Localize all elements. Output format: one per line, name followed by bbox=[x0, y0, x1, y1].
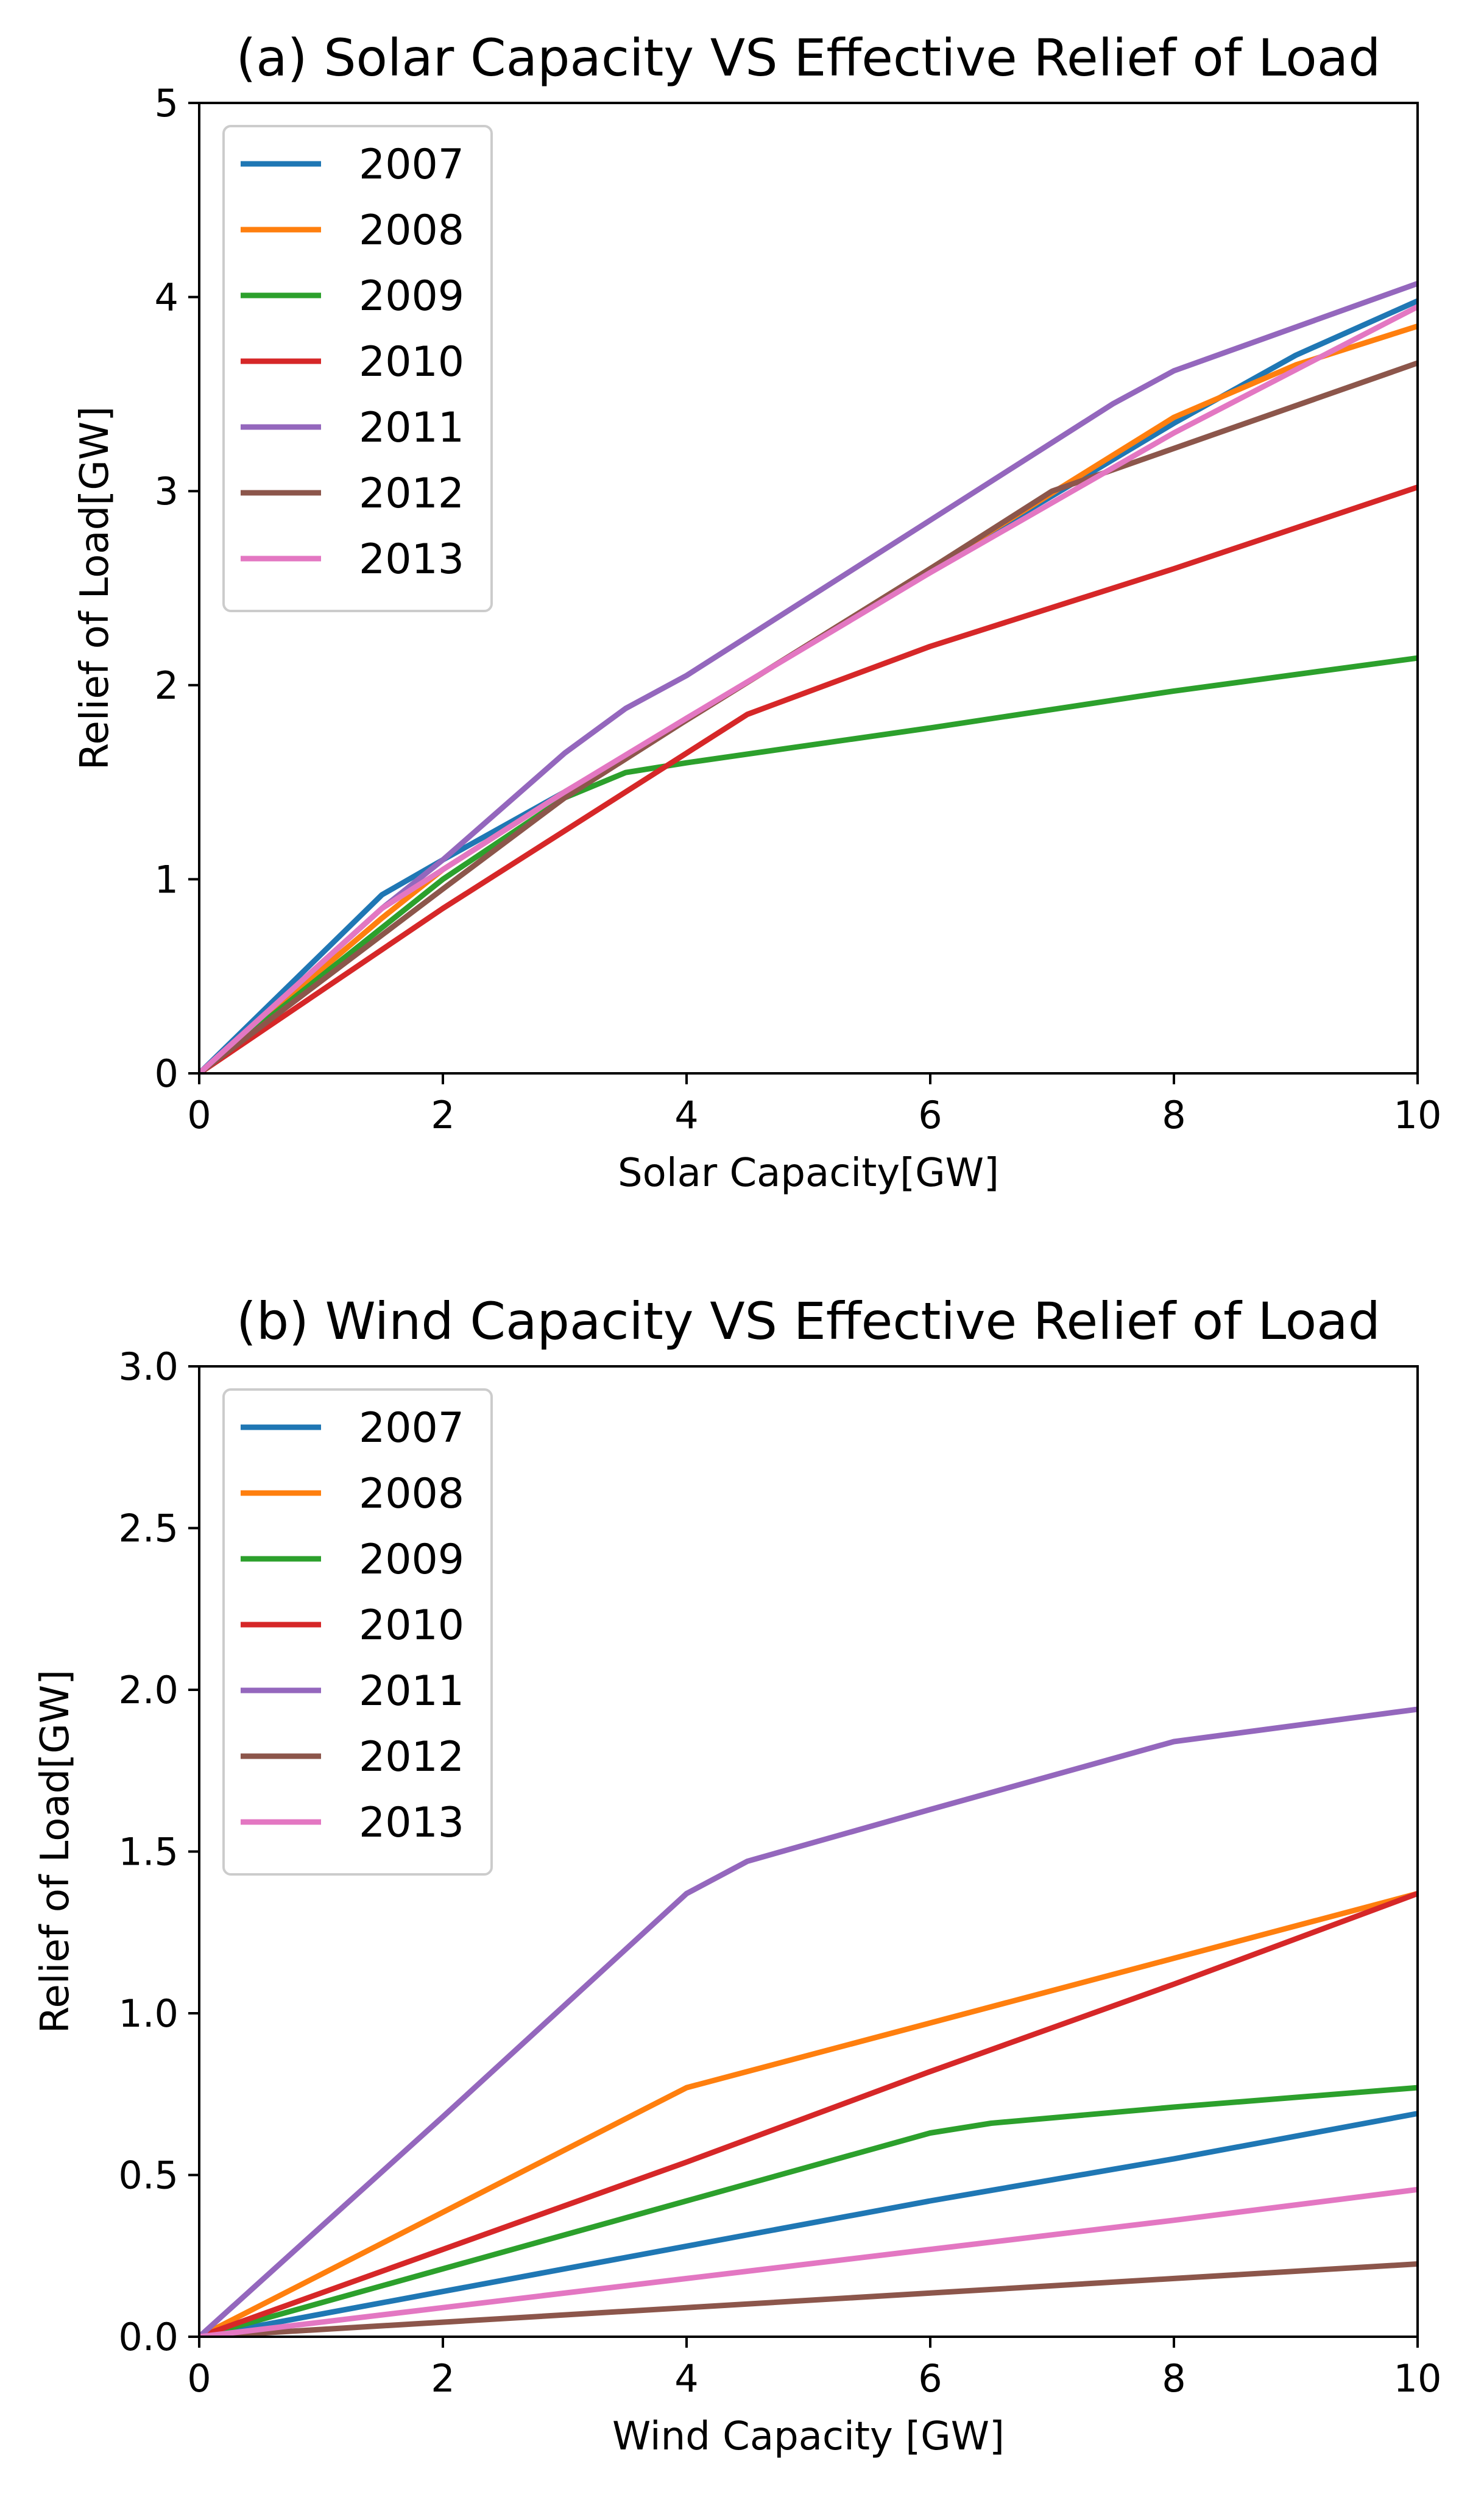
legend-item-2008: 2008 bbox=[241, 1470, 464, 1518]
x-tick-label: 4 bbox=[674, 2356, 698, 2401]
x-tick-label: 6 bbox=[918, 2356, 942, 2401]
y-tick-label: 1 bbox=[155, 857, 178, 902]
legend-label: 2010 bbox=[359, 338, 464, 386]
legend-label: 2012 bbox=[359, 470, 464, 518]
legend-item-2012: 2012 bbox=[241, 470, 464, 518]
series-line-2013 bbox=[199, 304, 1418, 1073]
legend-label: 2011 bbox=[359, 404, 464, 452]
legend-label: 2008 bbox=[359, 1470, 464, 1518]
legend-box bbox=[222, 1388, 493, 1876]
legend-item-2009: 2009 bbox=[241, 1536, 464, 1584]
series-line-2009 bbox=[199, 2085, 1418, 2337]
panel-solar: 0 2 4 6 8 10 0 1 2 3 4 5 (a) Solar Capacity VS Effec… bbox=[72, 28, 1441, 1196]
x-tick-label: 10 bbox=[1394, 1093, 1442, 1137]
legend-label: 2011 bbox=[359, 1667, 464, 1715]
legend-label: 2013 bbox=[359, 535, 464, 584]
legend-item-2008: 2008 bbox=[241, 207, 464, 255]
chart-title: (b) Wind Capacity VS Effective Relief of… bbox=[236, 1291, 1380, 1351]
legend-box bbox=[222, 125, 493, 612]
y-tick-label: 0.5 bbox=[118, 2153, 178, 2198]
legend-item-2011: 2011 bbox=[241, 1667, 464, 1715]
x-tick-label: 2 bbox=[431, 2356, 454, 2401]
y-tick-label: 1.5 bbox=[118, 1830, 178, 1874]
series-line-2010 bbox=[199, 1891, 1418, 2337]
legend-label: 2010 bbox=[359, 1601, 464, 1650]
legend-label: 2009 bbox=[359, 272, 464, 320]
series-line-2007 bbox=[199, 2111, 1418, 2337]
y-tick-label: 0.0 bbox=[118, 2315, 178, 2359]
legend-label: 2008 bbox=[359, 207, 464, 255]
y-tick-label: 3 bbox=[155, 469, 178, 514]
y-tick-label: 2 bbox=[155, 663, 178, 708]
series-line-2013 bbox=[199, 2186, 1418, 2337]
y-tick-label: 2.0 bbox=[118, 1668, 178, 1712]
legend-label: 2009 bbox=[359, 1536, 464, 1584]
legend: 2007 2008 2009 2010 2011 2012 2013 bbox=[222, 125, 493, 612]
y-axis-label: Relief of Load[GW] bbox=[33, 1670, 78, 2033]
x-tick-label: 4 bbox=[674, 1093, 698, 1137]
x-axis-label: Wind Capacity [GW] bbox=[612, 2414, 1005, 2459]
y-tick-label: 1.0 bbox=[118, 1991, 178, 2036]
legend: 2007 2008 2009 2010 2011 2012 2013 bbox=[222, 1388, 493, 1876]
legend-label: 2007 bbox=[359, 1404, 464, 1452]
x-tick-label: 0 bbox=[187, 2356, 211, 2401]
series-line-2009 bbox=[199, 655, 1418, 1073]
series-line-2010 bbox=[199, 484, 1418, 1073]
x-axis-label: Solar Capacity[GW] bbox=[618, 1151, 999, 1196]
y-axis-label: Relief of Load[GW] bbox=[72, 406, 118, 770]
chart-title: (a) Solar Capacity VS Effective Relief o… bbox=[236, 28, 1380, 88]
y-tick-label: 5 bbox=[155, 81, 178, 125]
legend-label: 2013 bbox=[359, 1799, 464, 1847]
legend-label: 2012 bbox=[359, 1733, 464, 1781]
legend-item-2013: 2013 bbox=[241, 1799, 464, 1847]
x-tick-label: 8 bbox=[1162, 1093, 1185, 1137]
legend-item-2012: 2012 bbox=[241, 1733, 464, 1781]
series-line-2011 bbox=[199, 1706, 1418, 2337]
legend-item-2009: 2009 bbox=[241, 272, 464, 320]
x-tick-label: 6 bbox=[918, 1093, 942, 1137]
series-line-2011 bbox=[199, 281, 1418, 1073]
legend-label: 2007 bbox=[359, 141, 464, 189]
series-line-2012 bbox=[199, 2261, 1418, 2337]
series-lines bbox=[199, 1706, 1418, 2337]
series-line-2008 bbox=[199, 1891, 1418, 2337]
legend-item-2010: 2010 bbox=[241, 338, 464, 386]
y-tick-label: 4 bbox=[155, 275, 178, 320]
panel-wind: 0 2 4 6 8 10 0.0 0.5 1.0 1.5 2.0 2.5 3.0 (b) Wind Cap… bbox=[33, 1291, 1441, 2459]
legend-item-2007: 2007 bbox=[241, 141, 464, 189]
plot-frame bbox=[198, 102, 1419, 1075]
series-lines bbox=[199, 281, 1418, 1073]
y-tick-label: 2.5 bbox=[118, 1506, 178, 1551]
y-tick-label: 3.0 bbox=[118, 1344, 178, 1389]
legend-item-2007: 2007 bbox=[241, 1404, 464, 1452]
x-tick-label: 10 bbox=[1394, 2356, 1442, 2401]
x-tick-label: 0 bbox=[187, 1093, 211, 1137]
legend-item-2013: 2013 bbox=[241, 535, 464, 584]
x-tick-label: 2 bbox=[431, 1093, 454, 1137]
x-tick-label: 8 bbox=[1162, 2356, 1185, 2401]
legend-item-2011: 2011 bbox=[241, 404, 464, 452]
y-tick-label: 0 bbox=[155, 1051, 178, 1096]
legend-item-2010: 2010 bbox=[241, 1601, 464, 1650]
